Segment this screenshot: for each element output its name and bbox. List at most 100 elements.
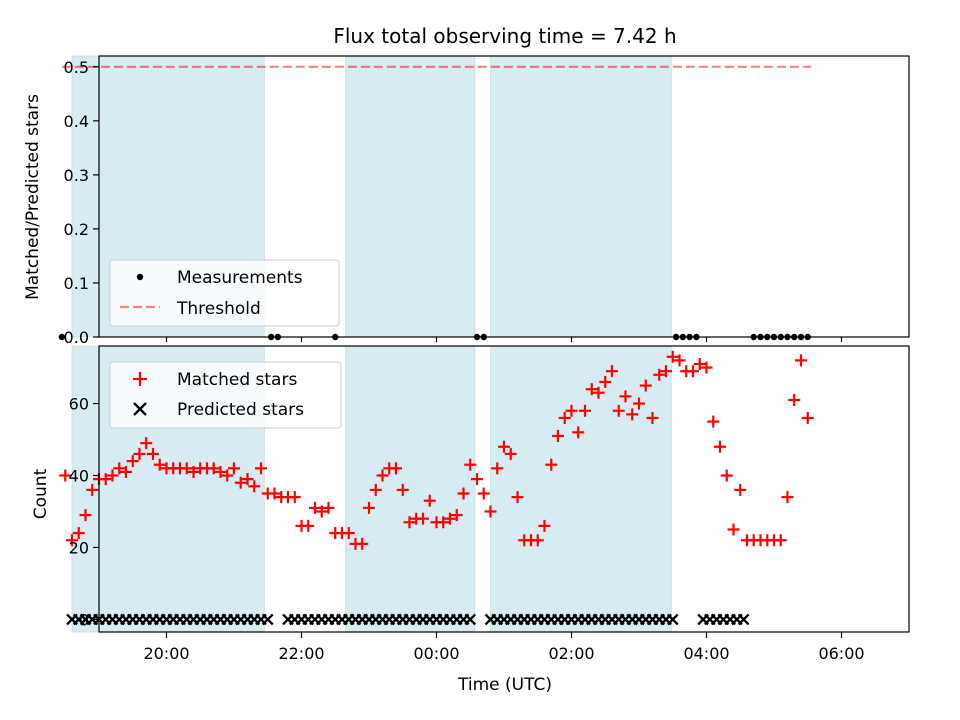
bottom-x-ticks: 20:00 22:00 00:00 02:00 04:00 06:00 [143, 632, 865, 663]
matched-star-point [99, 473, 112, 486]
matched-star-point [511, 491, 524, 504]
matched-star-point [120, 465, 132, 478]
top-y-tick-label: 0.1 [64, 274, 89, 293]
matched-star-point [72, 527, 85, 540]
matched-star-point [592, 386, 605, 399]
observing-span [490, 345, 672, 633]
top-legend-box [109, 259, 340, 327]
matched-star-point [619, 390, 632, 403]
matched-star-point [565, 404, 578, 417]
top-y-tick-label: 0.3 [64, 166, 89, 185]
predicted-star-point [666, 613, 679, 626]
matched-star-point [268, 487, 281, 500]
matched-star-point [147, 447, 159, 460]
matched-star-point [315, 505, 328, 518]
matched-star-point [714, 440, 726, 453]
top-panel: 0.0 0.1 0.2 0.3 0.4 0.5 Matched/Predicted sta… [23, 55, 910, 347]
matched-star-point [788, 393, 801, 406]
matched-star-point [599, 375, 612, 388]
matched-star-point [666, 350, 679, 363]
matched-star-point [633, 397, 645, 410]
matched-star-point [720, 469, 733, 482]
matched-star-point [572, 426, 585, 439]
matched-star-point [801, 411, 814, 424]
matched-star-point [491, 462, 504, 475]
matched-star-point [126, 455, 139, 468]
matched-star-point [140, 437, 153, 450]
matched-star-point [464, 458, 477, 471]
predicted-star-point [737, 613, 750, 626]
matched-star-point [288, 491, 301, 504]
bottom-panel: 0 20 40 60 20:00 22:00 00:00 02:00 04:00 06:00 C… [31, 345, 910, 695]
predicted-star-point [261, 613, 274, 626]
matched-star-point [396, 483, 409, 496]
chart-title: Flux total observing time = 7.42 h [333, 24, 676, 48]
matched-star-point [187, 465, 200, 478]
matched-star-point [133, 447, 146, 460]
top-x-ticks [165, 337, 843, 342]
matched-star-point [552, 429, 564, 442]
matched-star-point [86, 483, 99, 496]
matched-star-point [477, 487, 490, 500]
bottom-y-ticks: 0 20 40 60 [69, 395, 99, 629]
matched-star-point [322, 501, 335, 514]
matched-star-point [214, 465, 227, 478]
matched-star-point [498, 440, 510, 453]
matched-star-point [369, 483, 382, 496]
bottom-y-tick-label: 60 [69, 395, 89, 414]
top-y-tick-label: 0.4 [64, 112, 89, 131]
observing-span [344, 345, 476, 633]
matched-star-point [113, 462, 126, 475]
bottom-y-tick-label: 0 [79, 610, 89, 629]
legend-measurements-marker [136, 273, 144, 281]
x-tick-label: 02:00 [548, 644, 594, 663]
matched-star-point [693, 357, 706, 370]
x-axis-label: Time (UTC) [457, 675, 552, 695]
matched-star-point [66, 534, 78, 547]
matched-star-point [241, 473, 254, 486]
bottom-legend: Matched stars Predicted stars [109, 361, 342, 429]
matched-star-point [106, 469, 119, 482]
matched-star-point [687, 365, 699, 378]
matched-star-point [228, 462, 240, 475]
matched-star-point [437, 516, 450, 529]
bottom-y-tick-label: 20 [69, 538, 89, 557]
matched-star-point [700, 361, 713, 374]
matched-star-point [153, 458, 166, 471]
matched-star-point [342, 527, 355, 540]
matched-star-point [444, 512, 456, 525]
legend-matched-label: Matched stars [177, 370, 297, 390]
x-tick-label: 20:00 [143, 644, 189, 663]
legend-matched-marker [133, 372, 147, 386]
top-y-ticks: 0.0 0.1 0.2 0.3 0.4 0.5 [64, 58, 99, 347]
matched-star-point [606, 365, 618, 378]
matched-star-point [423, 494, 436, 507]
matched-star-point [653, 368, 666, 381]
matched-star-point [234, 476, 247, 489]
matched-star-point [302, 519, 315, 532]
matched-star-point [774, 534, 787, 547]
measurement-point [58, 333, 66, 341]
matched-star-point [356, 537, 369, 550]
observing-span [344, 55, 476, 338]
observing-span [490, 55, 672, 338]
matched-star-point [450, 509, 463, 522]
top-y-axis-label: Matched/Predicted stars [23, 94, 43, 300]
top-y-tick-label: 0.5 [64, 58, 89, 77]
matched-stars-points [59, 350, 814, 550]
matched-star-point [626, 408, 639, 421]
legend-predicted-label: Predicted stars [177, 400, 304, 420]
matched-star-point [363, 501, 375, 514]
matched-star-point [639, 379, 652, 392]
matched-star-point [673, 354, 686, 367]
matched-star-point [390, 462, 402, 475]
matched-star-point [457, 487, 470, 500]
bottom-y-tick-label: 40 [69, 467, 89, 486]
top-axes-frame [98, 55, 910, 338]
bottom-y-axis-label: Count [31, 468, 51, 519]
matched-star-point [207, 462, 220, 475]
matched-star-point [707, 415, 720, 428]
matched-star-point [558, 411, 571, 424]
matched-star-point [795, 354, 807, 367]
